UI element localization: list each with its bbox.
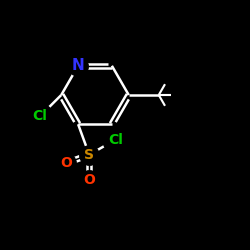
Text: S: S: [84, 148, 94, 162]
Text: N: N: [72, 58, 85, 73]
Text: O: O: [60, 156, 72, 170]
Text: Cl: Cl: [32, 109, 48, 123]
Text: Cl: Cl: [108, 133, 123, 147]
Text: O: O: [83, 173, 95, 187]
